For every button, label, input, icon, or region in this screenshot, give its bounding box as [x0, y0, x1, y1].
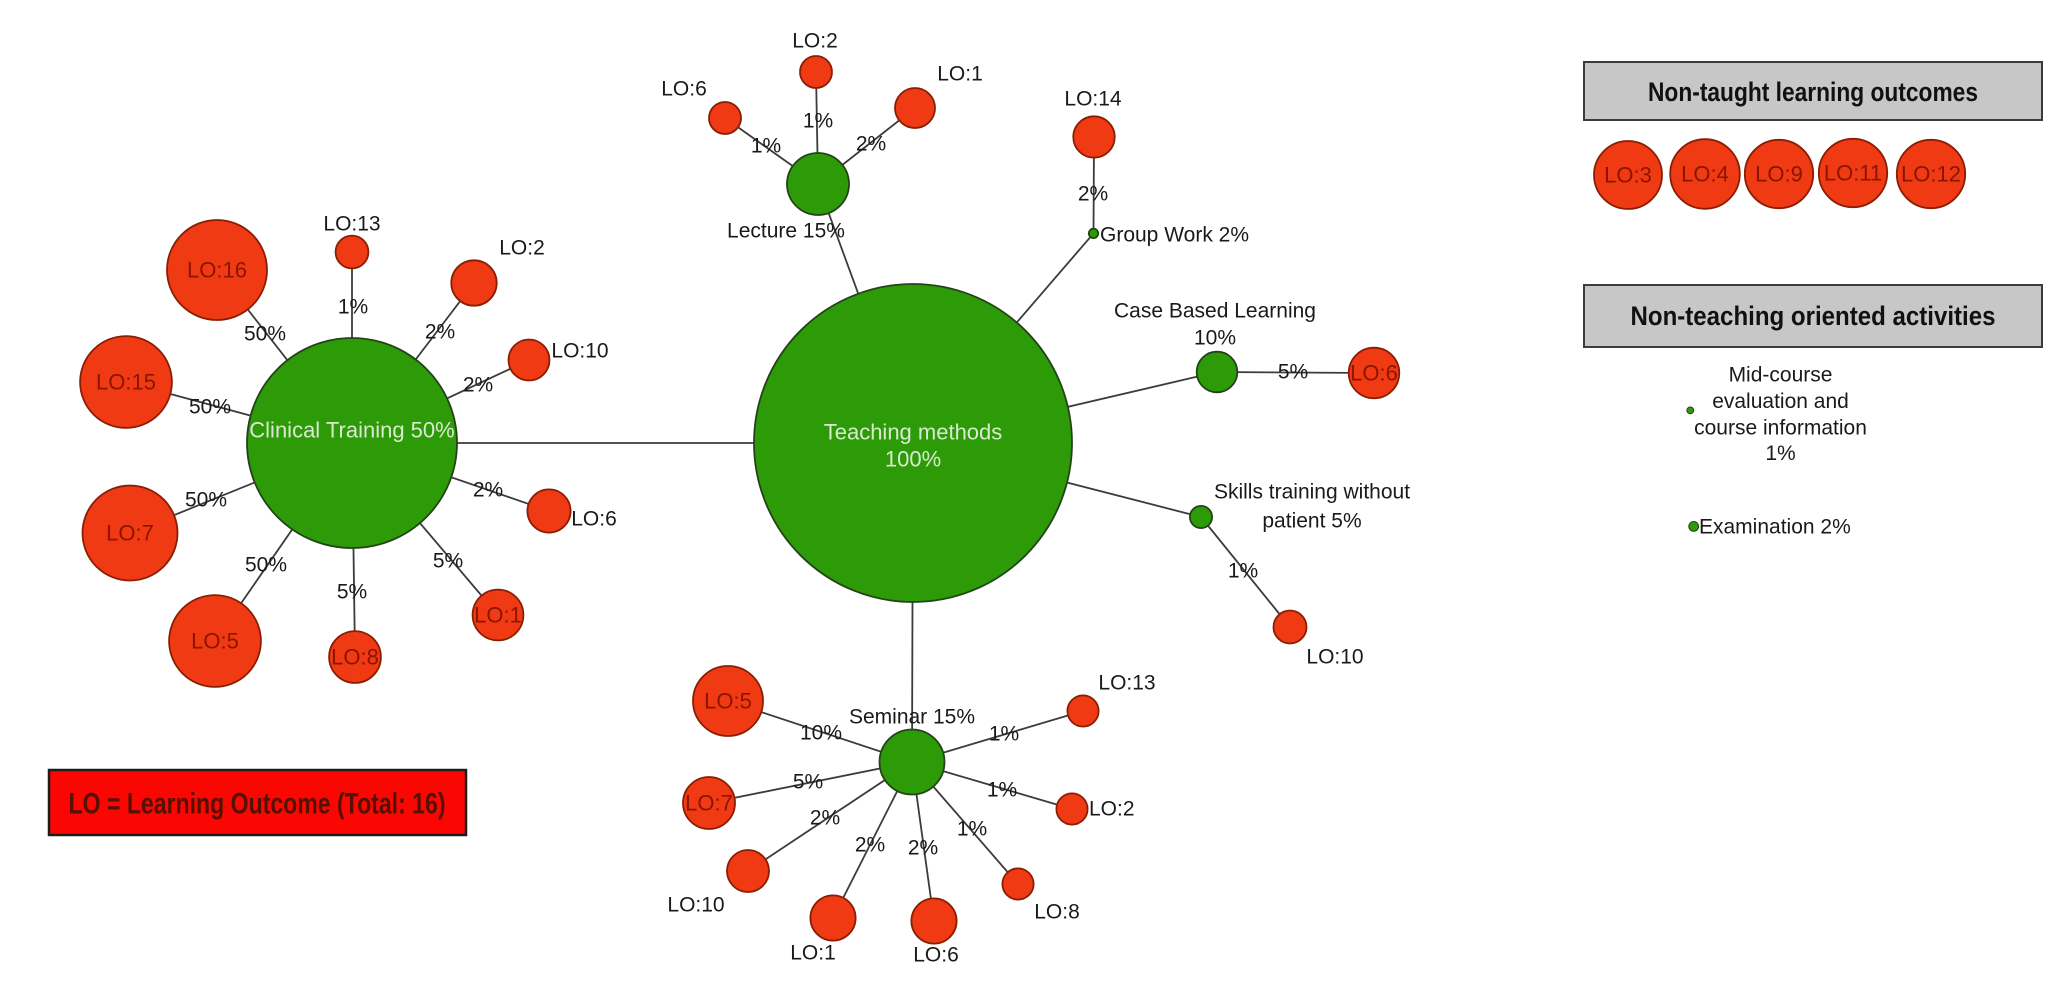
svg-text:1%: 1%: [989, 723, 1019, 746]
svg-text:50%: 50%: [244, 323, 286, 346]
svg-text:LO:7: LO:7: [685, 791, 733, 816]
svg-text:LO:14: LO:14: [1064, 88, 1122, 111]
svg-text:Skills training without: Skills training without: [1214, 481, 1410, 504]
svg-text:2%: 2%: [463, 374, 493, 397]
svg-text:Case Based Learning: Case Based Learning: [1114, 300, 1316, 323]
svg-text:LO:8: LO:8: [331, 645, 379, 670]
svg-text:Non-taught learning outcomes: Non-taught learning outcomes: [1648, 77, 1978, 107]
svg-text:LO:6: LO:6: [913, 944, 959, 967]
svg-text:100%: 100%: [885, 447, 941, 472]
svg-text:1%: 1%: [987, 779, 1017, 802]
svg-text:LO:16: LO:16: [187, 258, 247, 283]
svg-text:LO = Learning Outcome (Total:: LO = Learning Outcome (Total: 16): [69, 788, 446, 821]
svg-text:LO:10: LO:10: [1306, 646, 1363, 669]
svg-text:5%: 5%: [1278, 361, 1308, 384]
svg-text:LO:5: LO:5: [191, 629, 239, 654]
svg-text:Examination 2%: Examination 2%: [1699, 516, 1851, 539]
svg-text:LO:2: LO:2: [792, 30, 838, 53]
svg-text:Teaching methods: Teaching methods: [824, 420, 1003, 445]
svg-text:1%: 1%: [803, 110, 833, 133]
svg-text:LO:5: LO:5: [704, 689, 752, 714]
svg-text:LO:11: LO:11: [1824, 161, 1882, 186]
svg-text:50%: 50%: [185, 489, 227, 512]
svg-text:10%: 10%: [1194, 327, 1236, 350]
svg-text:LO:6: LO:6: [661, 78, 707, 101]
svg-text:50%: 50%: [189, 396, 231, 419]
svg-text:LO:1: LO:1: [474, 603, 522, 628]
svg-text:Group Work 2%: Group Work 2%: [1100, 224, 1249, 247]
svg-text:2%: 2%: [425, 321, 455, 344]
svg-text:2%: 2%: [473, 479, 503, 502]
svg-text:LO:7: LO:7: [106, 521, 154, 546]
svg-text:LO:3: LO:3: [1604, 163, 1652, 188]
svg-text:Clinical Training 50%: Clinical Training 50%: [249, 418, 454, 443]
svg-text:2%: 2%: [1078, 183, 1108, 206]
svg-text:50%: 50%: [245, 554, 287, 577]
svg-text:LO:13: LO:13: [1098, 672, 1155, 695]
svg-text:Non-teaching oriented activiti: Non-teaching oriented activities: [1631, 301, 1996, 331]
svg-text:2%: 2%: [856, 133, 886, 156]
svg-text:LO:6: LO:6: [1350, 361, 1398, 386]
svg-text:evaluation and: evaluation and: [1712, 390, 1849, 413]
svg-text:1%: 1%: [1765, 442, 1795, 465]
svg-text:1%: 1%: [1228, 560, 1258, 583]
svg-text:5%: 5%: [337, 581, 367, 604]
svg-text:LO:1: LO:1: [937, 63, 983, 86]
svg-text:5%: 5%: [793, 771, 823, 794]
svg-text:LO:12: LO:12: [1901, 162, 1961, 187]
svg-text:LO:2: LO:2: [499, 237, 545, 260]
svg-text:LO:8: LO:8: [1034, 901, 1080, 924]
svg-text:LO:15: LO:15: [96, 370, 156, 395]
svg-text:1%: 1%: [751, 135, 781, 158]
svg-text:patient 5%: patient 5%: [1262, 510, 1361, 533]
svg-text:10%: 10%: [800, 722, 842, 745]
svg-text:2%: 2%: [855, 834, 885, 857]
svg-text:Lecture 15%: Lecture 15%: [727, 220, 845, 243]
svg-text:Seminar 15%: Seminar 15%: [849, 706, 975, 729]
svg-text:2%: 2%: [810, 807, 840, 830]
svg-text:LO:9: LO:9: [1755, 162, 1803, 187]
svg-text:2%: 2%: [908, 837, 938, 860]
svg-text:Mid-course: Mid-course: [1729, 364, 1833, 387]
svg-text:LO:4: LO:4: [1681, 162, 1729, 187]
svg-text:1%: 1%: [338, 296, 368, 319]
svg-text:LO:10: LO:10: [551, 340, 608, 363]
svg-text:course information: course information: [1694, 417, 1867, 440]
svg-text:LO:2: LO:2: [1089, 798, 1135, 821]
svg-text:LO:13: LO:13: [323, 213, 380, 236]
svg-text:1%: 1%: [957, 818, 987, 841]
svg-text:LO:10: LO:10: [667, 894, 724, 917]
svg-text:LO:1: LO:1: [790, 942, 836, 965]
svg-text:LO:6: LO:6: [571, 508, 617, 531]
svg-text:5%: 5%: [433, 550, 463, 573]
